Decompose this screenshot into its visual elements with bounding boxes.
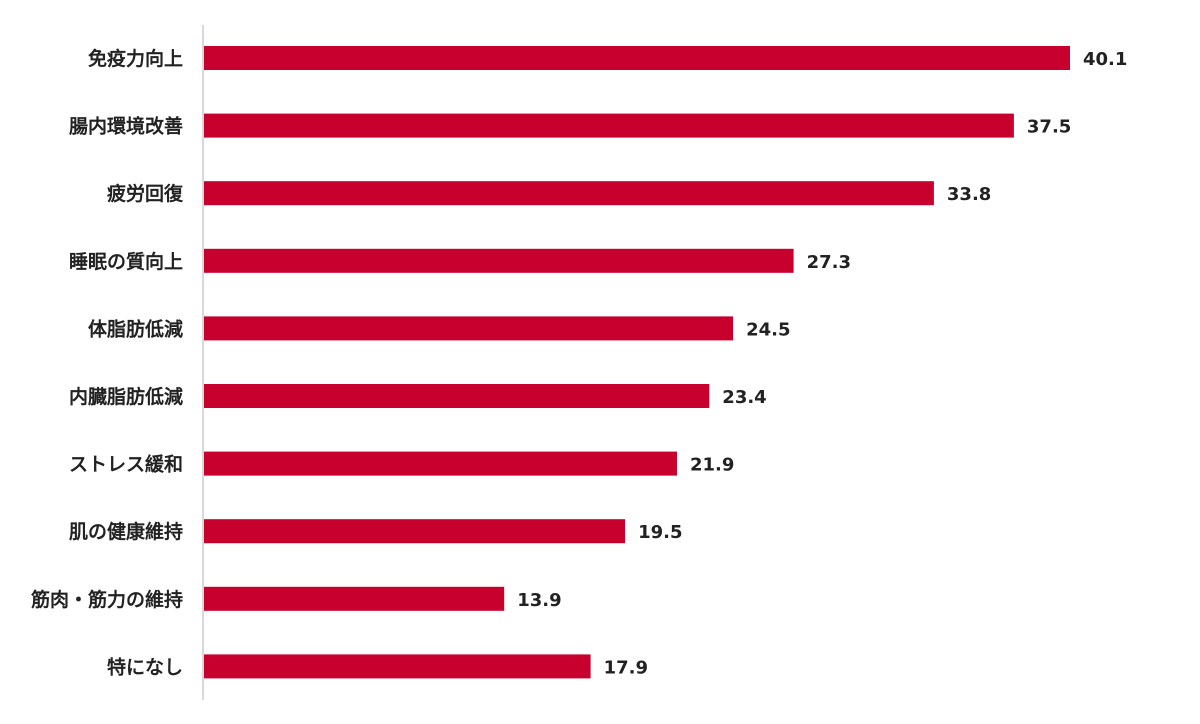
bar-10 xyxy=(204,654,591,679)
labels-group: 免疫力向上 40.1 腸内環境改善 37.5 疲労回復 33.8 睡眠の質向上 27.3 体脂肪… xyxy=(31,47,1127,678)
category-label-6: 内臓脂肪低減 xyxy=(69,385,183,408)
bar-5 xyxy=(204,316,734,341)
bar-8 xyxy=(204,519,626,544)
category-label-5: 体脂肪低減 xyxy=(88,317,183,340)
value-label-8: 19.5 xyxy=(638,522,682,543)
value-label-5: 24.5 xyxy=(746,319,790,340)
value-label-6: 23.4 xyxy=(722,387,766,408)
category-label-3: 疲労回復 xyxy=(107,182,184,205)
category-label-4: 睡眠の質向上 xyxy=(69,250,183,273)
category-label-8: 肌の健康維持 xyxy=(69,520,183,543)
bar-3 xyxy=(204,181,934,206)
value-label-1: 40.1 xyxy=(1083,49,1127,70)
value-label-4: 27.3 xyxy=(807,252,851,273)
value-label-3: 33.8 xyxy=(947,184,991,205)
value-label-9: 13.9 xyxy=(517,590,561,611)
bar-4 xyxy=(204,248,794,273)
category-label-9: 筋肉・筋力の維持 xyxy=(31,588,183,611)
bar-6 xyxy=(204,384,710,408)
category-label-10: 特になし xyxy=(107,656,183,678)
value-label-10: 17.9 xyxy=(604,657,648,678)
category-label-2: 腸内環境改善 xyxy=(69,115,183,138)
value-label-7: 21.9 xyxy=(690,455,734,476)
bar-1 xyxy=(204,46,1070,70)
value-label-2: 37.5 xyxy=(1027,117,1071,138)
bars-group xyxy=(204,46,1070,679)
bar-9 xyxy=(204,586,505,611)
category-label-1: 免疫力向上 xyxy=(88,47,183,70)
bar-7 xyxy=(204,451,677,476)
bar-2 xyxy=(204,113,1014,138)
category-label-7: ストレス緩和 xyxy=(69,453,183,476)
